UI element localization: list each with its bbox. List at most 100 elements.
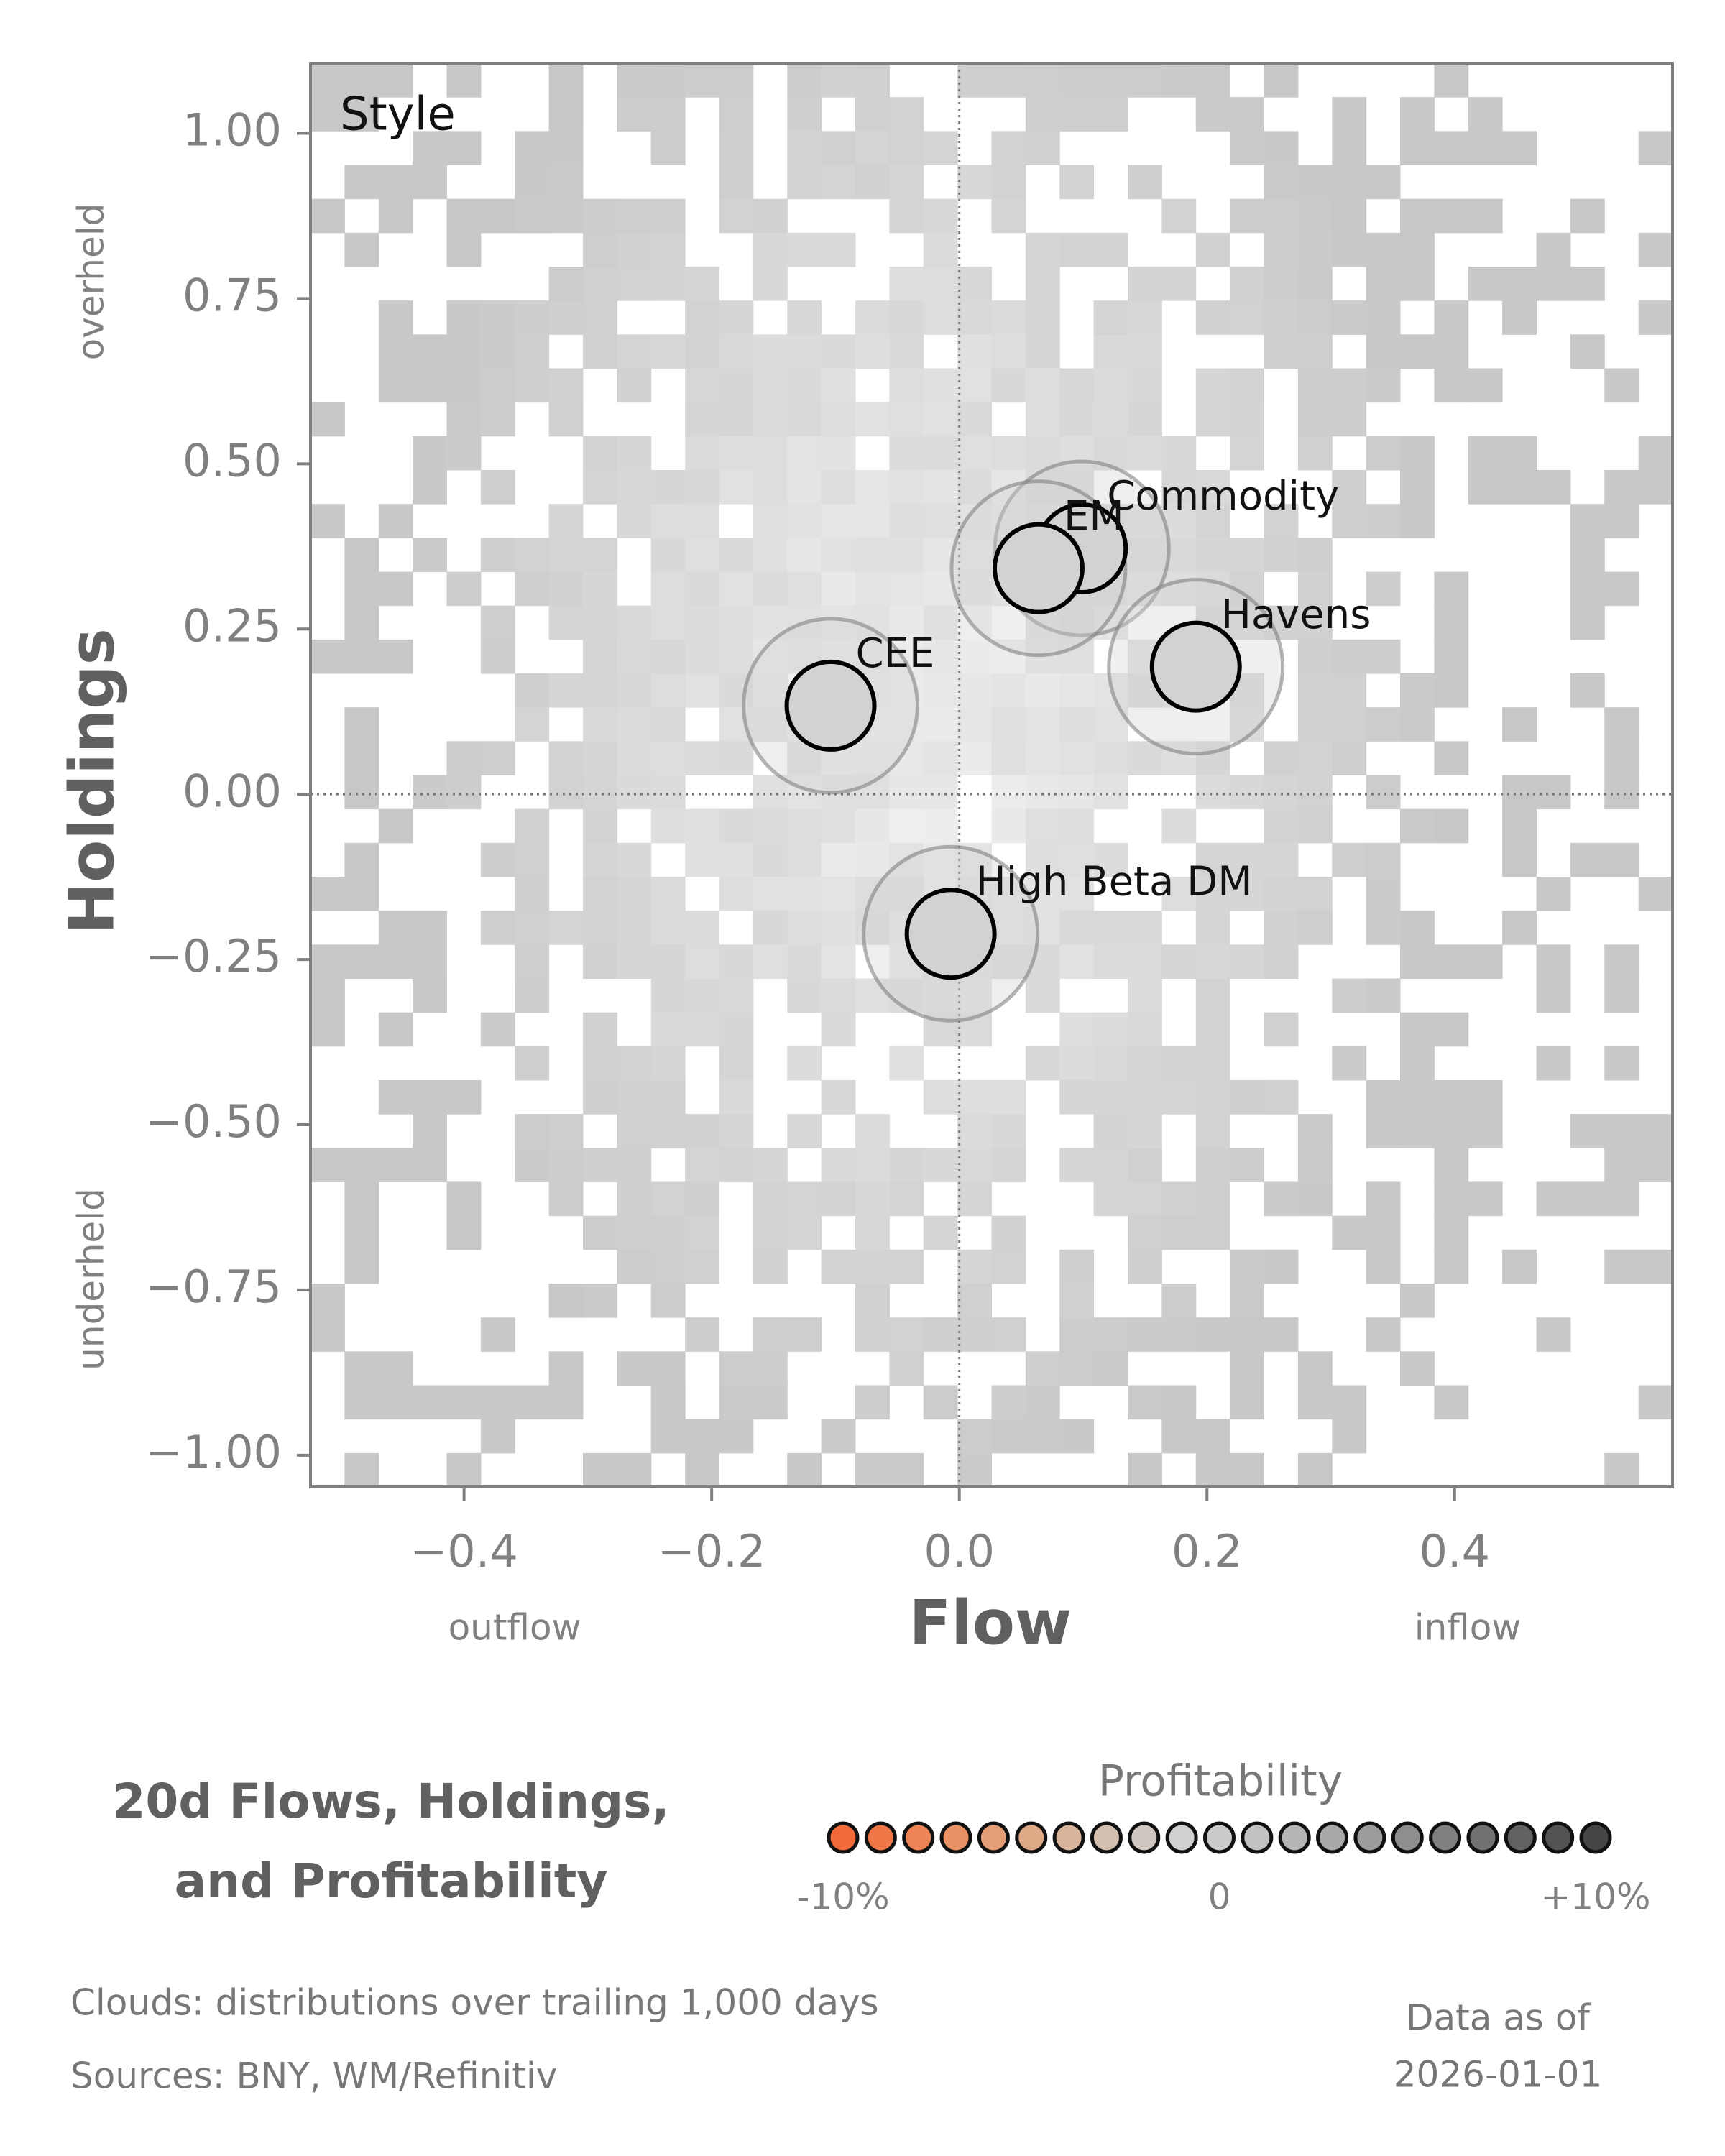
cloud bbox=[310, 63, 1673, 1487]
cloud-cell bbox=[344, 842, 380, 877]
cloud-cell bbox=[1128, 334, 1162, 369]
cloud-cell bbox=[1195, 1317, 1230, 1352]
cloud-cell bbox=[1195, 538, 1230, 572]
cloud-cell bbox=[719, 334, 754, 369]
cloud-cell bbox=[787, 538, 822, 572]
cloud-cell bbox=[719, 165, 754, 200]
cloud-cell bbox=[446, 1181, 482, 1217]
cloud-cell bbox=[1059, 1249, 1095, 1284]
cloud-cell bbox=[991, 1215, 1026, 1250]
cloud-cell bbox=[515, 842, 550, 877]
cloud-cell bbox=[650, 1351, 686, 1386]
cloud-cell bbox=[821, 436, 856, 471]
cloud-cell bbox=[1195, 300, 1230, 335]
cloud-cell bbox=[1604, 741, 1639, 775]
cloud-cell bbox=[1366, 707, 1401, 742]
cloud-cell bbox=[787, 368, 822, 403]
cloud-cell bbox=[548, 1284, 584, 1318]
cloud-cell bbox=[787, 1452, 822, 1487]
cloud-cell bbox=[1468, 944, 1503, 979]
cloud-cell bbox=[957, 1249, 992, 1284]
cloud-cell bbox=[1502, 300, 1537, 335]
cloud-cell bbox=[1162, 1385, 1197, 1420]
cloud-cell bbox=[719, 1012, 754, 1047]
cloud-cell bbox=[650, 1012, 686, 1047]
cloud-cell bbox=[1400, 232, 1435, 267]
cloud-cell bbox=[1332, 1215, 1367, 1250]
cloud-cell bbox=[446, 198, 482, 234]
cloud-cell bbox=[855, 571, 890, 607]
cloud-cell bbox=[1195, 944, 1230, 979]
cloud-cell bbox=[1162, 944, 1197, 979]
cloud-cell bbox=[344, 165, 380, 200]
cloud-cell bbox=[889, 775, 924, 810]
cloud-cell bbox=[650, 741, 686, 775]
cloud-cell bbox=[855, 741, 890, 775]
colorbar-dot bbox=[1015, 1821, 1048, 1854]
cloud-cell bbox=[310, 1284, 345, 1318]
cloud-cell bbox=[480, 605, 515, 640]
cloud-cell bbox=[1093, 1012, 1128, 1047]
cloud-cell bbox=[889, 571, 924, 607]
cloud-cell bbox=[889, 504, 924, 538]
cloud-cell bbox=[650, 198, 686, 234]
cloud-cell bbox=[1400, 470, 1435, 505]
cloud-cell bbox=[1570, 842, 1605, 877]
cloud-cell bbox=[650, 1215, 686, 1250]
cloud-cell bbox=[685, 63, 719, 98]
cloud-cell bbox=[957, 436, 992, 471]
cloud-cell bbox=[957, 63, 992, 98]
cloud-cell bbox=[957, 639, 992, 674]
cloud-cell bbox=[515, 1114, 550, 1148]
cloud-cell bbox=[583, 267, 617, 301]
cloud-cell bbox=[1297, 300, 1333, 335]
cloud-cell bbox=[991, 911, 1026, 945]
cloud-cell bbox=[1264, 131, 1299, 165]
cloud-cell bbox=[1093, 402, 1128, 437]
cloud-cell bbox=[1093, 232, 1128, 267]
cloud-cell bbox=[1604, 1452, 1639, 1487]
cloud-cell bbox=[1297, 1114, 1333, 1148]
cloud-cell bbox=[855, 842, 890, 877]
cloud-cell bbox=[1230, 1148, 1264, 1182]
cloud-cell bbox=[1093, 1351, 1128, 1386]
cloud-cell bbox=[1195, 842, 1230, 877]
cloud-cell bbox=[617, 470, 652, 505]
cloud-cell bbox=[991, 944, 1026, 979]
cloud-cell bbox=[719, 63, 754, 98]
x-tick-label: 0.4 bbox=[1419, 1525, 1490, 1577]
cloud-cell bbox=[1162, 1181, 1197, 1217]
cloud-cell bbox=[1536, 470, 1571, 505]
cloud-cell bbox=[685, 1249, 719, 1284]
cloud-cell bbox=[446, 1080, 482, 1115]
cloud-cell bbox=[413, 368, 447, 403]
cloud-cell bbox=[1264, 1249, 1299, 1284]
cloud-cell bbox=[787, 334, 822, 369]
cloud-cell bbox=[344, 707, 380, 742]
cloud-cell bbox=[1297, 877, 1333, 911]
cloud-cell bbox=[617, 1114, 652, 1148]
cloud-cell bbox=[787, 97, 822, 132]
cloud-cell bbox=[991, 741, 1026, 775]
cloud-cell bbox=[1025, 1351, 1060, 1386]
cloud-cell bbox=[1264, 808, 1299, 844]
cloud-cell bbox=[583, 808, 617, 844]
cloud-cell bbox=[1297, 1351, 1333, 1386]
footnote: Sources: BNY, WM/Refinitiv bbox=[70, 2055, 557, 2097]
cloud-cell bbox=[617, 232, 652, 267]
cloud-cell bbox=[1332, 1385, 1367, 1420]
cloud-cell bbox=[1366, 911, 1401, 945]
cloud-cell bbox=[753, 1385, 788, 1420]
cloud-cell bbox=[1264, 775, 1299, 810]
cloud-cell bbox=[617, 605, 652, 640]
cloud-cell bbox=[515, 334, 550, 369]
cloud-cell bbox=[1059, 1284, 1095, 1318]
cloud-cell bbox=[1332, 232, 1367, 267]
cloud-cell bbox=[1570, 571, 1605, 607]
cloud-cell bbox=[685, 1181, 719, 1217]
cloud-cell bbox=[413, 131, 447, 165]
cloud-cell bbox=[1434, 300, 1469, 335]
cloud-cell bbox=[821, 131, 856, 165]
cloud-cell bbox=[617, 1080, 652, 1115]
cloud-cell bbox=[344, 232, 380, 267]
